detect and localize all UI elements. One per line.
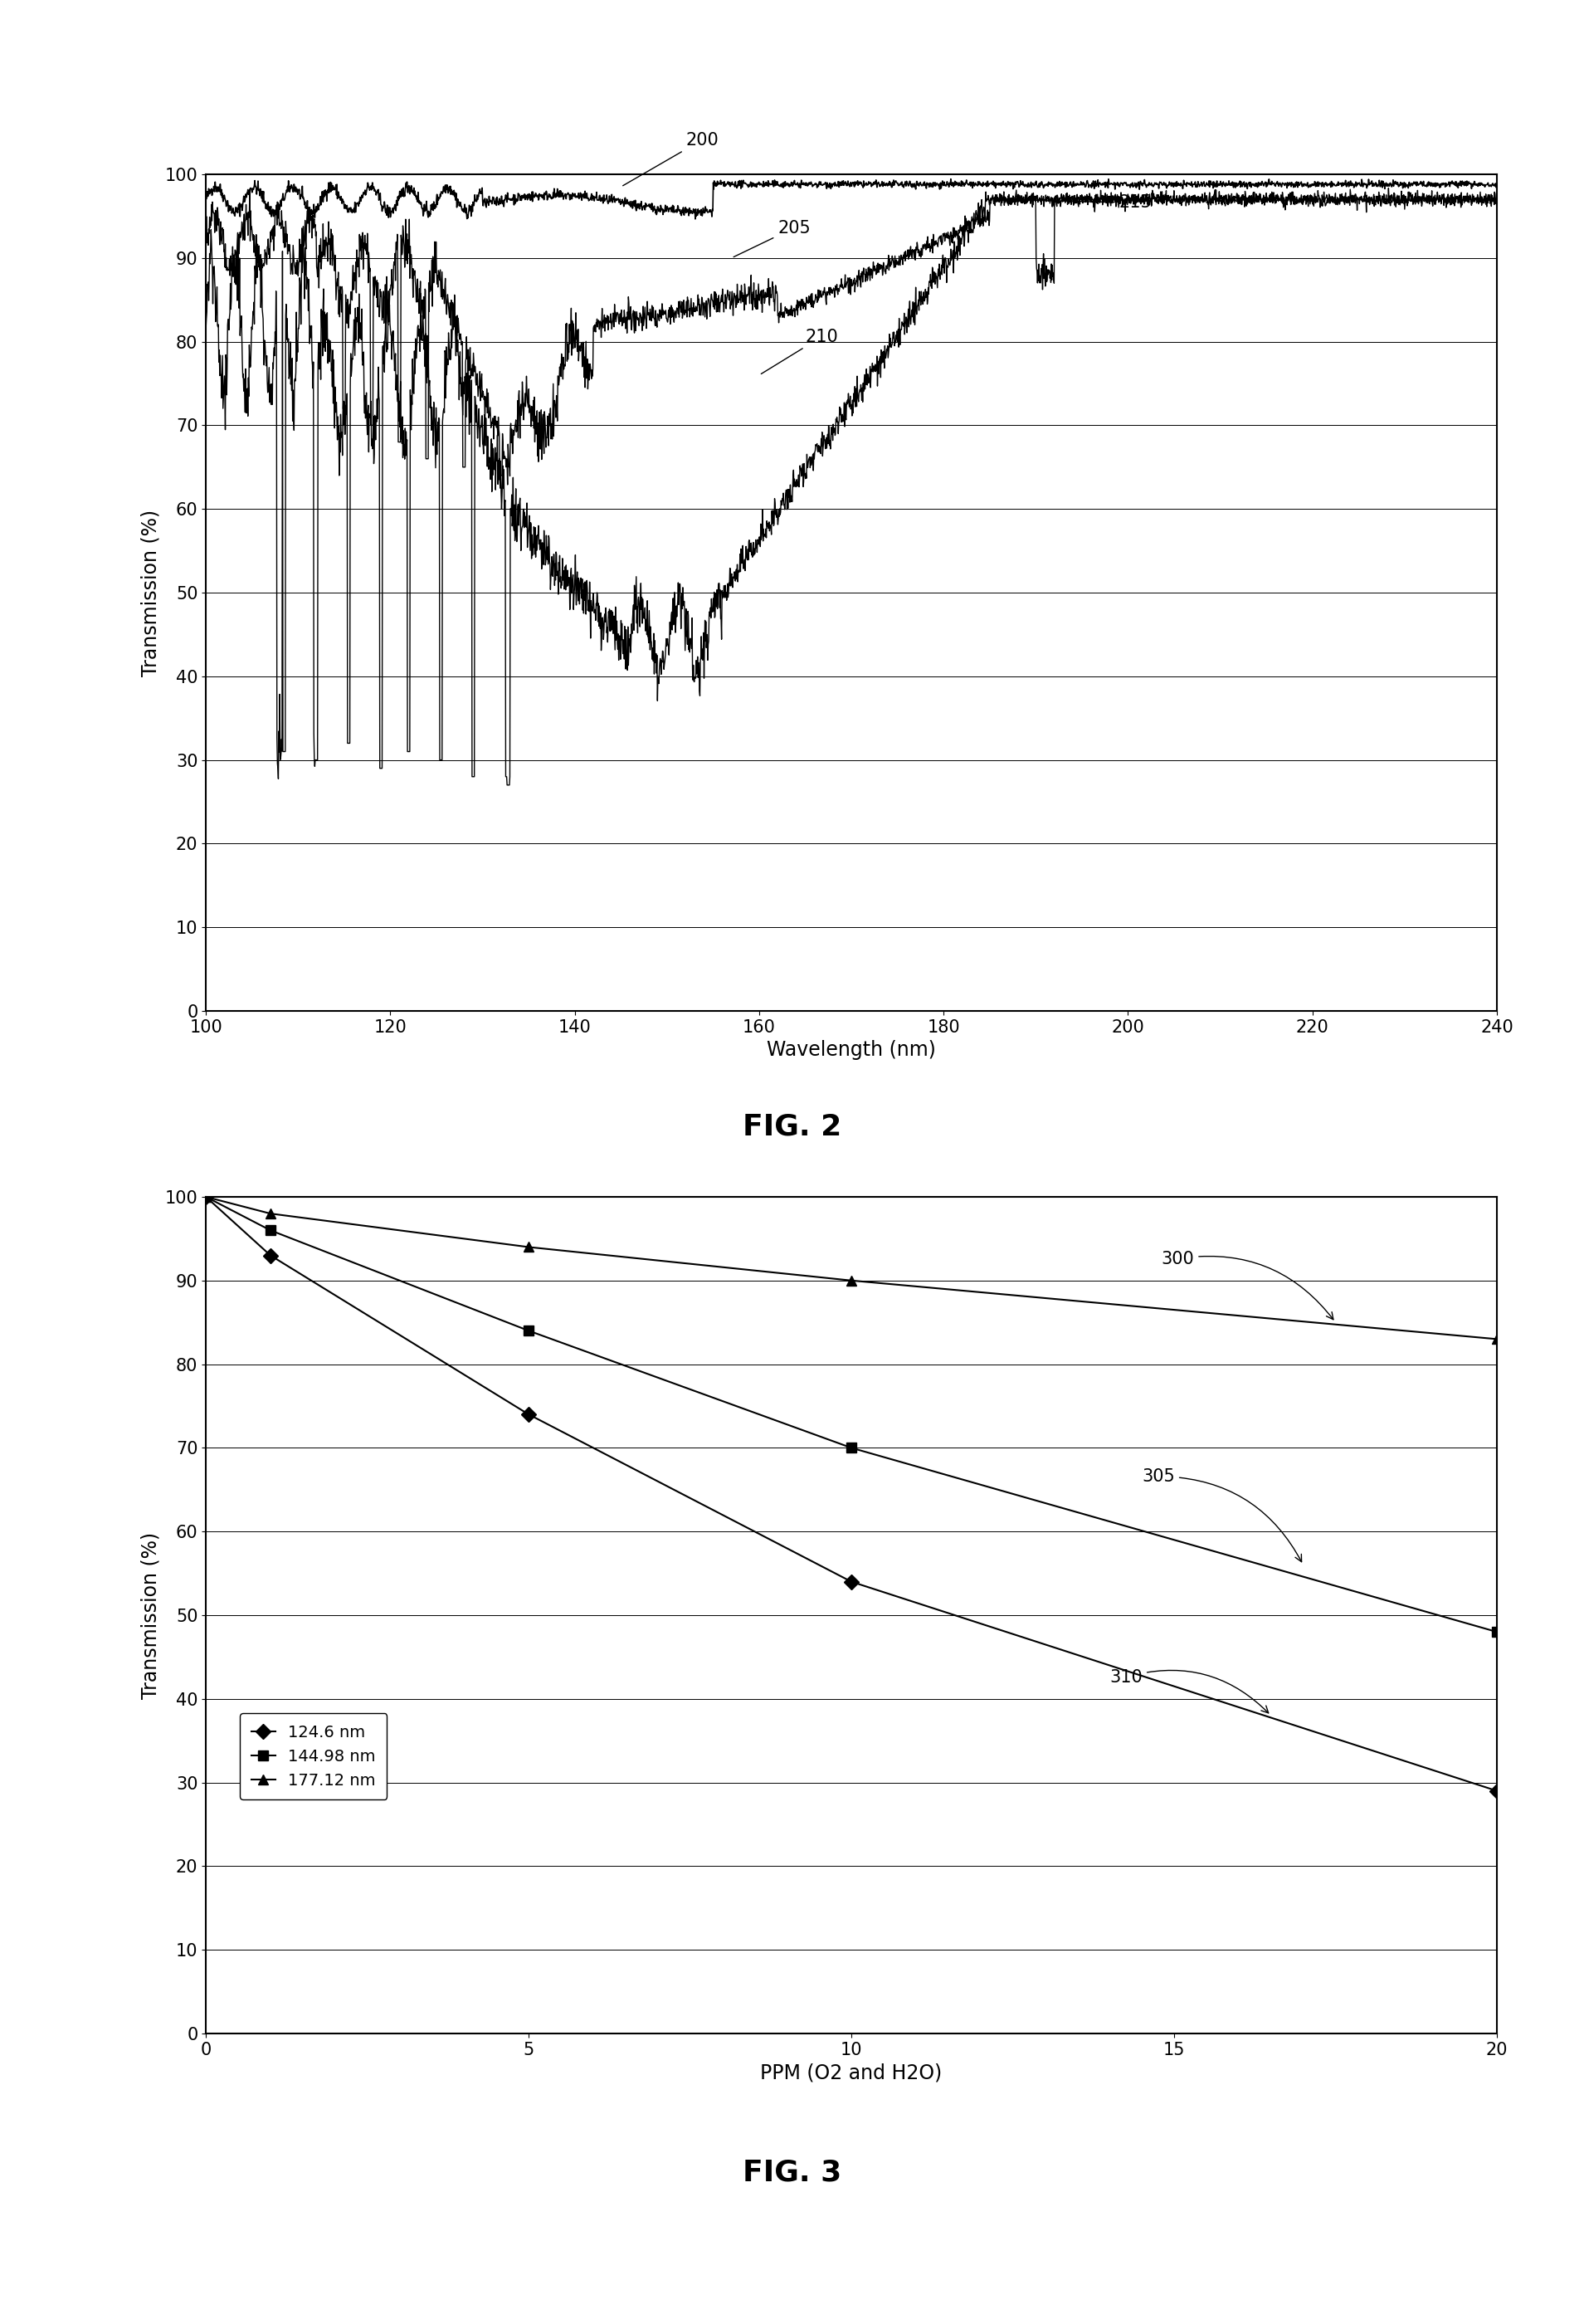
Text: 305: 305 — [1142, 1469, 1302, 1562]
X-axis label: PPM (O2 and H2O): PPM (O2 and H2O) — [760, 2064, 942, 2082]
177.12 nm — [261, 1199, 280, 1227]
Y-axis label: Transmission (%): Transmission (%) — [141, 1532, 160, 1699]
Text: 205: 205 — [733, 218, 811, 258]
X-axis label: Wavelength (nm): Wavelength (nm) — [767, 1041, 936, 1060]
Line: 124.6 nm: 124.6 nm — [201, 1192, 1502, 1796]
Text: FIG. 3: FIG. 3 — [743, 2159, 841, 2187]
Text: 300: 300 — [1161, 1250, 1334, 1320]
177.12 nm — [1487, 1325, 1506, 1353]
124.6 nm — [1487, 1778, 1506, 1806]
Text: 200: 200 — [623, 132, 719, 186]
124.6 nm — [261, 1241, 280, 1269]
Line: 144.98 nm: 144.98 nm — [201, 1192, 1502, 1636]
144.98 nm — [1487, 1618, 1506, 1645]
124.6 nm — [196, 1183, 215, 1211]
124.6 nm — [520, 1401, 539, 1429]
144.98 nm — [843, 1434, 862, 1462]
Legend: 124.6 nm, 144.98 nm, 177.12 nm: 124.6 nm, 144.98 nm, 177.12 nm — [239, 1713, 386, 1799]
144.98 nm — [261, 1215, 280, 1243]
177.12 nm — [520, 1234, 539, 1262]
Text: 210: 210 — [762, 328, 838, 374]
177.12 nm — [196, 1183, 215, 1211]
Y-axis label: Transmission (%): Transmission (%) — [141, 509, 160, 676]
177.12 nm — [843, 1267, 862, 1294]
124.6 nm — [843, 1569, 862, 1597]
144.98 nm — [520, 1318, 539, 1346]
Text: 215: 215 — [1001, 195, 1152, 211]
144.98 nm — [196, 1183, 215, 1211]
Text: 310: 310 — [1109, 1669, 1269, 1713]
Line: 177.12 nm: 177.12 nm — [201, 1192, 1502, 1343]
Text: FIG. 2: FIG. 2 — [743, 1113, 841, 1141]
